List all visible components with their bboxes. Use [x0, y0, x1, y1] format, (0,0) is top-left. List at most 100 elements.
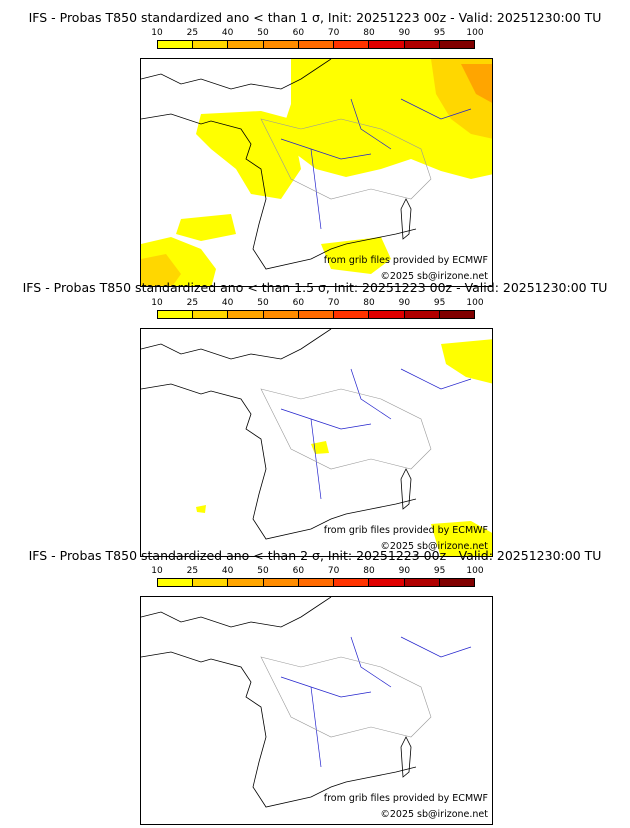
borders [260, 118, 432, 200]
coastline-corsica [400, 198, 412, 240]
scale-bar [157, 40, 475, 49]
color-scale: 10 25 40 50 60 70 80 90 95 100 [151, 28, 484, 58]
scale-tick-label: 70 [327, 566, 340, 576]
coastline-corsica [400, 736, 412, 778]
panel-title: IFS - Probas T850 standardized ano < tha… [22, 280, 608, 295]
scale-color-segment [439, 311, 474, 318]
scale-ticks: 10 25 40 50 60 70 80 90 95 100 [151, 566, 483, 577]
scale-tick-label: 40 [221, 566, 234, 576]
data-source-credit: from grib files provided by ECMWF [323, 793, 488, 804]
scale-color-segment [298, 311, 335, 318]
scale-tick-label: 95 [433, 28, 446, 38]
rivers [280, 98, 472, 230]
scale-color-segment [334, 311, 370, 318]
scale-color-segment [404, 41, 440, 48]
coastline-uk [141, 597, 332, 628]
scale-ticks: 10 25 40 50 60 70 80 90 95 100 [151, 28, 483, 39]
map-frame: from grib files provided by ECMWF ©2025 … [140, 58, 493, 287]
scale-color-segment [439, 579, 474, 586]
scale-tick-label: 60 [292, 298, 305, 308]
coastline [141, 113, 417, 270]
scale-tick-label: 95 [433, 566, 446, 576]
scale-tick-label: 90 [398, 298, 411, 308]
scale-tick-label: 50 [257, 566, 269, 576]
map-frame: from grib files provided by ECMWF ©2025 … [140, 328, 493, 557]
scale-tick-label: 95 [433, 298, 446, 308]
scale-tick-label: 80 [363, 298, 375, 308]
scale-color-segment [263, 311, 299, 318]
scale-color-segment [158, 41, 194, 48]
scale-bar [157, 310, 475, 319]
copyright-credit: ©2025 sb@irizone.net [380, 541, 488, 552]
scale-tick-label: 100 [466, 28, 484, 38]
scale-tick-label: 25 [186, 298, 199, 308]
scale-color-segment [334, 579, 370, 586]
scale-tick-label: 70 [327, 28, 340, 38]
scale-tick-label: 70 [327, 298, 340, 308]
scale-color-segment [193, 41, 229, 48]
scale-tick-label: 10 [151, 566, 163, 576]
map-lines [141, 597, 472, 808]
scale-color-segment [298, 579, 335, 586]
coastline-uk [141, 329, 332, 360]
scale-color-segment [369, 41, 405, 48]
data-source-credit: from grib files provided by ECMWF [323, 525, 488, 536]
prob-area-southwest-mid [141, 254, 181, 286]
probability-fields [141, 59, 492, 286]
scale-color-segment [193, 579, 229, 586]
map-lines [141, 329, 472, 540]
coastline-uk [141, 59, 332, 90]
scale-color-segment [404, 311, 440, 318]
scale-tick-label: 50 [257, 28, 269, 38]
probability-fields [196, 339, 492, 556]
scale-color-segment [193, 311, 229, 318]
scale-color-segment [334, 41, 370, 48]
prob-area-northeast-high [461, 64, 492, 103]
scale-tick-label: 40 [221, 28, 234, 38]
prob-area-northeast [441, 339, 492, 384]
scale-color-segment [263, 579, 299, 586]
scale-tick-label: 40 [221, 298, 234, 308]
scale-tick-label: 25 [186, 28, 199, 38]
color-scale: 10 25 40 50 60 70 80 90 95 100 [151, 298, 484, 328]
scale-tick-label: 100 [466, 566, 484, 576]
scale-color-segment [228, 311, 264, 318]
scale-tick-label: 80 [363, 28, 375, 38]
copyright-credit: ©2025 sb@irizone.net [380, 271, 488, 282]
color-scale: 10 25 40 50 60 70 80 90 95 100 [151, 566, 484, 596]
scale-color-segment [263, 41, 299, 48]
map-canvas [141, 329, 492, 556]
coastline [141, 651, 417, 808]
prob-area-center [311, 441, 329, 454]
map-canvas [141, 59, 492, 286]
borders [260, 656, 432, 738]
scale-color-segment [228, 579, 264, 586]
panel-1: IFS - Probas T850 standardized ano < tha… [0, 10, 630, 287]
scale-tick-label: 50 [257, 298, 269, 308]
scale-color-segment [228, 41, 264, 48]
map-canvas [141, 597, 472, 808]
scale-color-segment [158, 311, 194, 318]
panel-3: IFS - Probas T850 standardized ano < tha… [0, 548, 630, 825]
prob-area-west [196, 111, 301, 199]
copyright-credit: ©2025 sb@irizone.net [380, 809, 488, 820]
map-lines [141, 59, 472, 270]
scale-tick-label: 100 [466, 298, 484, 308]
panel-2: IFS - Probas T850 standardized ano < tha… [0, 280, 630, 557]
scale-tick-label: 10 [151, 28, 163, 38]
coastline [141, 383, 417, 540]
prob-area-southeast [431, 521, 492, 556]
scale-bar [157, 578, 475, 587]
prob-area-west [196, 505, 206, 513]
data-source-credit: from grib files provided by ECMWF [323, 255, 488, 266]
scale-tick-label: 90 [398, 28, 411, 38]
scale-color-segment [439, 41, 474, 48]
scale-tick-label: 60 [292, 28, 305, 38]
borders [260, 388, 432, 470]
panel-title: IFS - Probas T850 standardized ano < tha… [28, 548, 602, 563]
map-frame: from grib files provided by ECMWF ©2025 … [140, 596, 493, 825]
scale-color-segment [369, 579, 405, 586]
scale-color-segment [298, 41, 335, 48]
scale-tick-label: 25 [186, 566, 199, 576]
rivers [280, 636, 472, 768]
